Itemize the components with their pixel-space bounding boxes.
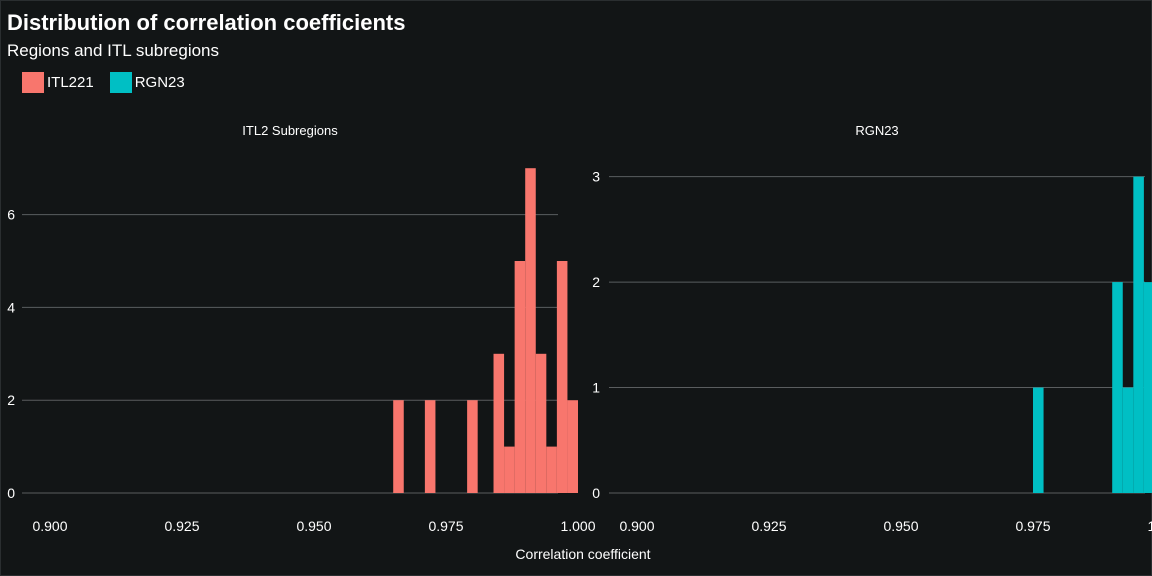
histogram-bar <box>1033 387 1044 493</box>
x-tick-label: 0.925 <box>164 518 199 534</box>
histogram-bar <box>504 446 515 493</box>
histogram-bar <box>525 168 536 493</box>
y-tick-label: 4 <box>7 299 15 315</box>
histogram-bar <box>1112 282 1123 493</box>
legend-item-rgn23: RGN23 <box>109 72 185 93</box>
histogram-bar <box>467 400 478 493</box>
x-tick-label: 0.900 <box>32 518 67 534</box>
panel-strip-label: ITL2 Subregions <box>242 123 338 138</box>
y-tick-label: 6 <box>7 207 15 223</box>
x-tick-label: 1.000 <box>560 518 595 534</box>
y-tick-label: 2 <box>7 392 15 408</box>
histogram-bar <box>556 261 568 493</box>
y-tick-label: 0 <box>7 485 15 501</box>
legend-label-rgn23: RGN23 <box>134 74 185 91</box>
x-tick-label: 0.900 <box>619 518 654 534</box>
histogram-bar <box>1122 387 1134 493</box>
histogram-bar <box>493 353 505 493</box>
chart-subtitle: Regions and ITL subregions <box>7 41 220 60</box>
histogram-bar <box>514 261 526 493</box>
legend-swatch-rgn23 <box>109 72 132 93</box>
histogram-bar <box>535 353 547 493</box>
histogram-bar <box>424 400 436 493</box>
histogram-bar <box>546 446 557 493</box>
legend-label-itl221: ITL221 <box>47 74 94 91</box>
x-tick-label: 0.925 <box>751 518 786 534</box>
panel-strip-label: RGN23 <box>855 123 898 138</box>
y-tick-label: 2 <box>592 274 600 290</box>
x-tick-label: 0.950 <box>296 518 331 534</box>
x-tick-label: 0.950 <box>883 518 918 534</box>
legend-swatch-itl221 <box>22 72 44 93</box>
histogram-bar <box>393 400 404 493</box>
legend-item-itl221: ITL221 <box>22 72 94 93</box>
histogram-bar <box>1143 282 1152 493</box>
y-tick-label: 3 <box>592 169 600 185</box>
chart-title: Distribution of correlation coefficients <box>7 10 406 35</box>
x-tick-label: 0.975 <box>1015 518 1050 534</box>
y-tick-label: 1 <box>592 380 600 396</box>
x-axis-label: Correlation coefficient <box>515 546 650 562</box>
histogram-bar <box>567 400 578 493</box>
legend: ITL221 RGN23 <box>22 72 201 93</box>
x-tick-label: 1.000 <box>1147 518 1152 534</box>
x-tick-label: 0.975 <box>428 518 463 534</box>
histogram-bar <box>1133 176 1144 494</box>
y-tick-label: 0 <box>592 485 600 501</box>
